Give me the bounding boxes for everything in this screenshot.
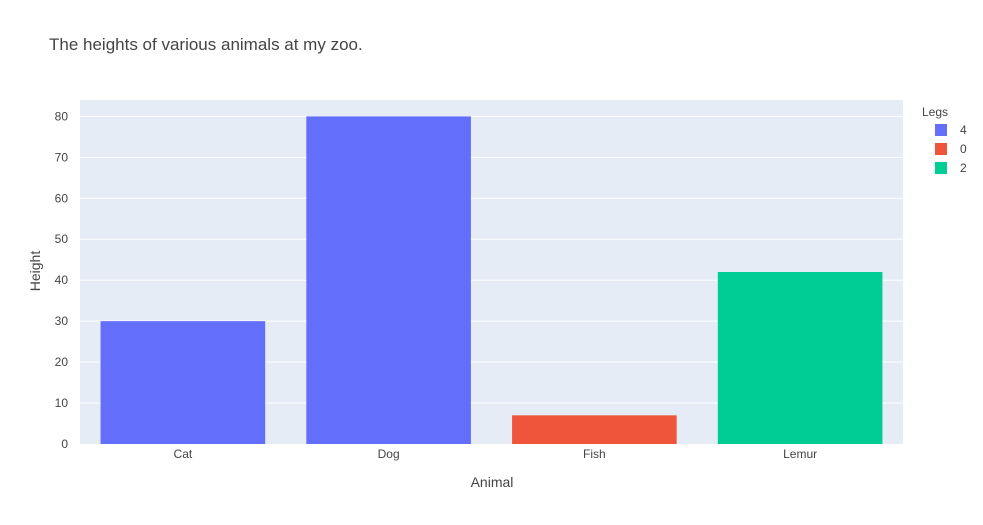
y-tick-label: 80: [55, 109, 69, 123]
y-axis-title: Height: [27, 251, 43, 292]
bar-dog[interactable]: [306, 116, 471, 444]
y-tick-label: 30: [55, 314, 69, 328]
x-tick-label-dog: Dog: [378, 447, 400, 461]
y-tick-label: 60: [55, 191, 69, 205]
y-axis-ticks: 0 10 20 30 40 50 60 70 80: [55, 109, 69, 451]
legend-label[interactable]: 2: [960, 161, 967, 175]
legend-items[interactable]: 4 0 2: [935, 123, 967, 175]
legend-item-4[interactable]: 4: [935, 123, 967, 137]
x-tick-label-cat: Cat: [174, 447, 193, 461]
x-tick-label-fish: Fish: [583, 447, 606, 461]
legend-label[interactable]: 4: [960, 123, 967, 137]
y-tick-label: 10: [55, 396, 69, 410]
legend-swatch[interactable]: [935, 162, 947, 174]
x-axis-ticks: Cat Dog Fish Lemur: [174, 447, 818, 461]
legend-swatch[interactable]: [935, 124, 947, 136]
y-tick-label: 70: [55, 150, 69, 164]
y-tick-label: 20: [55, 355, 69, 369]
y-tick-label: 50: [55, 232, 69, 246]
x-tick-label-lemur: Lemur: [783, 447, 817, 461]
legend-item-0[interactable]: 0: [935, 142, 967, 156]
x-axis-title: Animal: [471, 474, 514, 490]
legend-swatch[interactable]: [935, 143, 947, 155]
legend-label[interactable]: 0: [960, 142, 967, 156]
y-tick-label: 40: [55, 273, 69, 287]
legend-title: Legs: [922, 105, 948, 119]
bar-lemur[interactable]: [717, 272, 883, 444]
legend[interactable]: Legs 4 0 2: [922, 105, 967, 175]
bar-fish[interactable]: [512, 415, 677, 444]
y-tick-label: 0: [61, 437, 68, 451]
chart-title: The heights of various animals at my zoo…: [49, 35, 363, 54]
bars: [100, 116, 883, 444]
bar-cat[interactable]: [100, 321, 266, 444]
legend-item-2[interactable]: 2: [935, 161, 967, 175]
